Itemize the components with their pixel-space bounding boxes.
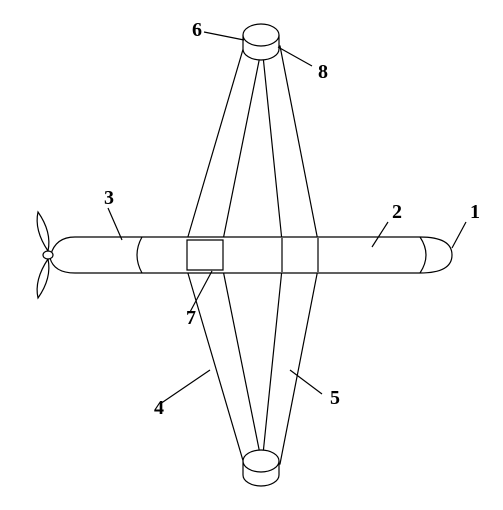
aircraft-diagram: 1 2 3 4 5 6 7 8 [0, 0, 503, 510]
leader-4 [160, 370, 210, 404]
label-5: 5 [330, 387, 340, 409]
leader-3 [108, 208, 122, 240]
hub-top [243, 24, 279, 60]
label-1: 1 [470, 201, 480, 223]
wing-top-fore [187, 46, 262, 240]
leader-6 [204, 32, 244, 40]
label-2: 2 [392, 201, 402, 223]
mid-joint [187, 240, 223, 270]
fuselage [50, 237, 452, 273]
label-7: 7 [186, 307, 196, 329]
wing-bottom-fore [187, 270, 262, 464]
propeller-blade-down [37, 259, 49, 298]
label-3: 3 [104, 187, 114, 209]
wing-bottom-aft [262, 269, 318, 464]
label-8: 8 [318, 61, 328, 83]
propeller-hub [43, 251, 53, 259]
label-6: 6 [192, 19, 202, 41]
hub-bottom [243, 450, 279, 486]
wing-top-aft [262, 46, 318, 241]
label-4: 4 [154, 397, 164, 419]
propeller-blade-up [37, 212, 49, 251]
leader-1 [452, 222, 466, 248]
